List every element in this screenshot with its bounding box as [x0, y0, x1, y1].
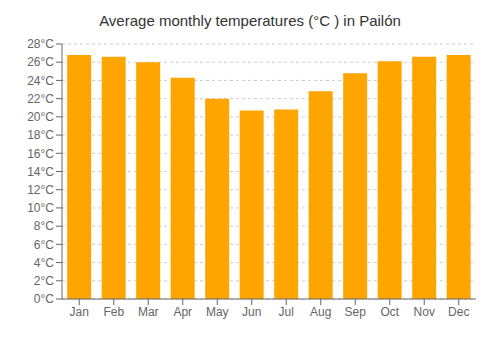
svg-text:16°C: 16°C	[27, 147, 54, 161]
svg-text:Aug: Aug	[310, 305, 331, 319]
svg-text:Oct: Oct	[380, 305, 399, 319]
svg-text:Jul: Jul	[279, 305, 294, 319]
svg-text:6°C: 6°C	[34, 238, 54, 252]
svg-text:Sep: Sep	[345, 305, 367, 319]
svg-text:26°C: 26°C	[27, 55, 54, 69]
svg-text:0°C: 0°C	[34, 292, 54, 306]
svg-text:20°C: 20°C	[27, 110, 54, 124]
svg-text:2°C: 2°C	[34, 274, 54, 288]
svg-text:Jun: Jun	[242, 305, 261, 319]
svg-text:18°C: 18°C	[27, 128, 54, 142]
svg-text:May: May	[206, 305, 229, 319]
svg-text:22°C: 22°C	[27, 92, 54, 106]
svg-text:Feb: Feb	[103, 305, 124, 319]
svg-text:28°C: 28°C	[27, 37, 54, 51]
svg-text:4°C: 4°C	[34, 256, 54, 270]
svg-text:14°C: 14°C	[27, 165, 54, 179]
svg-text:Nov: Nov	[414, 305, 435, 319]
svg-text:10°C: 10°C	[27, 201, 54, 215]
svg-text:8°C: 8°C	[34, 219, 54, 233]
svg-text:Dec: Dec	[448, 305, 469, 319]
svg-text:12°C: 12°C	[27, 183, 54, 197]
svg-text:24°C: 24°C	[27, 74, 54, 88]
svg-text:Jan: Jan	[70, 305, 89, 319]
html-text:Average monthly temperatures (: Average monthly temperatures (°C ) in Pa…	[99, 12, 401, 29]
svg-text:Mar: Mar	[138, 305, 159, 319]
svg-text:Apr: Apr	[173, 305, 192, 319]
